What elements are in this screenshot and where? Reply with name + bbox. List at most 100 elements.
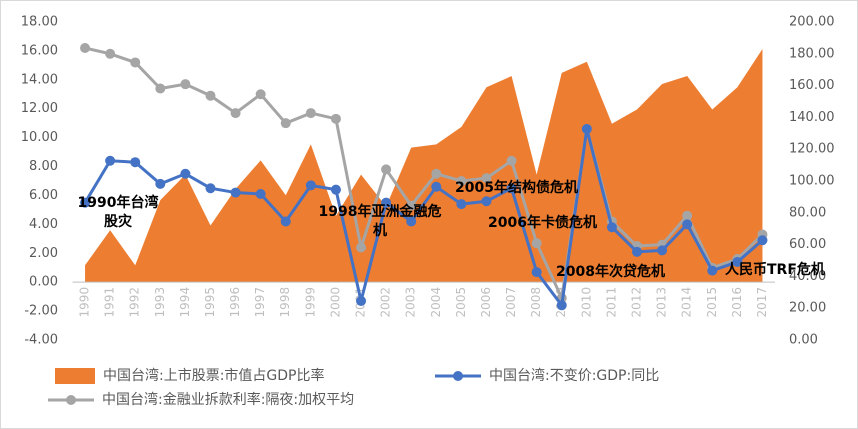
x-tick-label: 2013 [655,287,669,318]
y2-tick-label: 0.00 [789,333,818,348]
marker [632,246,643,257]
y2-tick-label: 40.00 [789,269,826,284]
x-tick-label: 2007 [504,287,518,318]
marker [431,181,442,192]
marker [381,164,392,175]
marker [80,197,91,208]
marker [130,57,141,68]
marker [707,265,718,276]
marker [406,216,417,227]
x-tick-label: 1992 [128,287,142,318]
x-tick-label: 1999 [303,287,317,318]
y2-tick-label: 20.00 [789,301,826,316]
marker [481,173,492,184]
x-tick-label: 2006 [479,287,493,318]
y2-tick-label: 180.00 [789,46,835,61]
y2-tick-label: 80.00 [789,205,826,220]
legend-marker [66,395,76,405]
annotation: 股灾 [104,213,133,230]
x-tick-label: 2000 [328,287,342,318]
marker [657,245,668,256]
x-tick-label: 2016 [730,287,744,318]
legend-label: 中国台湾:上市股票:市值占GDP比率 [103,367,325,384]
marker [531,238,542,249]
x-tick-label: 2002 [379,287,393,318]
annotation: 机 [373,222,387,239]
legend-label: 中国台湾:不变价:GDP:同比 [489,367,659,384]
x-tick-label: 2005 [454,287,468,318]
marker [481,196,492,207]
marker [155,178,166,189]
y-tick-label: 16.00 [21,43,58,58]
marker [682,219,693,230]
y2-tick-label: 160.00 [789,78,835,93]
annotation: 2006年卡债危机 [488,214,597,231]
y2-tick-label: 120.00 [789,142,835,157]
legend-marker [453,371,463,381]
y2-tick-label: 140.00 [789,110,835,125]
marker [80,43,91,54]
marker [406,200,417,211]
marker [330,113,341,124]
marker [180,168,191,179]
annotation: 1990年台湾 [78,194,159,211]
x-tick-label: 2003 [404,287,418,318]
annotation: 2008年次贷危机 [556,263,665,280]
marker [305,180,316,191]
y-tick-label: 10.00 [21,130,58,145]
marker [556,300,567,311]
x-tick-label: 1997 [253,287,267,318]
marker [757,235,768,246]
line [83,128,764,310]
annotation: 人民币TRF危机 [725,261,825,278]
marker [105,48,116,59]
y-tick-label: 8.00 [29,159,58,174]
x-tick-label: 2008 [529,287,543,318]
marker [280,216,291,227]
annotation: 2005年结构债危机 [455,179,578,196]
area [85,49,763,283]
x-tick-label: 2010 [579,287,593,318]
y-tick-label: -4.00 [24,333,58,348]
marker [732,256,743,267]
x-tick-label: 2004 [429,287,443,318]
x-tick-label: 2012 [630,287,644,318]
marker [105,155,116,166]
y2-tick-label: 60.00 [789,237,826,252]
y2-tick-label: 100.00 [789,174,835,189]
marker [506,155,517,166]
marker [606,222,617,233]
legend-label: 中国台湾:金融业拆款利率:隔夜:加权平均 [102,391,354,408]
marker [431,168,442,179]
y-tick-label: -2.00 [24,304,58,319]
marker [305,108,316,119]
marker [280,118,291,129]
marker [506,183,517,194]
marker [130,157,141,168]
y-tick-label: 6.00 [29,188,58,203]
marker [456,199,467,210]
legend-swatch [55,368,95,384]
x-tick-label: 1998 [278,287,292,318]
marker [456,176,467,186]
x-tick-label: 2015 [705,287,719,318]
marker [255,89,266,100]
line [84,46,764,304]
y-tick-label: 4.00 [29,217,58,232]
y2-tick-label: 200.00 [789,15,835,30]
x-tick-label: 1991 [103,287,117,318]
marker [205,90,216,101]
y-tick-label: 18.00 [21,15,58,30]
marker [155,83,166,94]
marker [230,108,241,119]
y-tick-label: 12.00 [21,101,58,116]
x-tick-label: 2014 [680,287,694,318]
annotation: 1998年亚洲金融危 [319,203,442,220]
marker [255,189,266,200]
x-tick-label: 2017 [755,287,769,318]
x-tick-label: 2011 [604,287,618,318]
x-tick-label: 1994 [178,287,192,318]
x-tick-label: 1996 [228,287,242,318]
y-tick-label: 0.00 [29,275,58,290]
